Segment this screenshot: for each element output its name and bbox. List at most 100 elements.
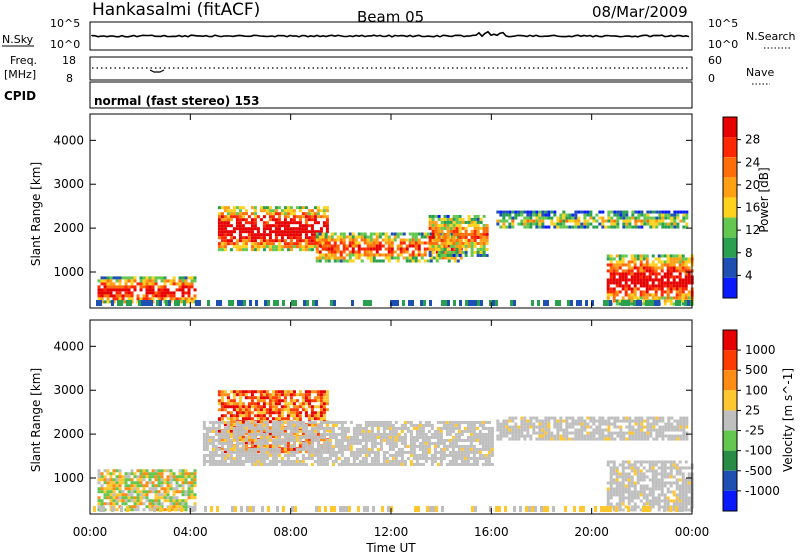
range-gate-cell — [136, 508, 140, 512]
range-gate-cell — [322, 224, 326, 228]
range-gate-cell — [112, 469, 116, 473]
range-gate-cell — [556, 216, 560, 220]
range-gate-cell — [675, 269, 679, 273]
range-gate-cell — [214, 426, 218, 430]
range-gate-cell — [106, 469, 110, 473]
range-gate-cell — [340, 429, 344, 433]
range-gate-cell — [253, 447, 257, 451]
range-gate-cell — [418, 423, 422, 427]
range-gate-cell — [505, 225, 509, 229]
range-gate-cell — [458, 235, 462, 239]
range-gate-cell — [642, 484, 646, 488]
range-gate-cell — [592, 437, 596, 441]
range-gate-cell — [310, 215, 314, 219]
range-gate-cell — [427, 429, 431, 433]
range-gate-cell — [455, 217, 459, 221]
range-gate-cell — [241, 218, 245, 222]
range-gate-cell — [642, 460, 646, 464]
range-gate-cell — [319, 402, 323, 406]
range-gate-cell — [238, 245, 242, 249]
range-gate-cell — [580, 422, 584, 426]
range-gate-cell — [457, 429, 461, 433]
range-gate-cell — [607, 416, 611, 420]
range-gate-cell — [372, 241, 376, 245]
range-gate-cell — [685, 437, 689, 441]
range-gate-cell — [440, 229, 444, 233]
range-gate-cell — [673, 419, 677, 423]
range-gate-cell — [642, 490, 646, 494]
range-gate-cell — [651, 493, 655, 497]
range-gate-cell — [451, 438, 455, 442]
range-gate-cell — [301, 402, 305, 406]
range-gate-cell — [112, 505, 116, 509]
range-gate-cell — [666, 284, 670, 288]
range-gate-cell — [388, 459, 392, 463]
range-gate-cell — [475, 462, 479, 466]
range-gate-cell — [463, 453, 467, 457]
range-gate-cell — [226, 456, 230, 460]
range-gate-cell — [484, 453, 488, 457]
range-gate-cell — [238, 423, 242, 427]
range-gate-cell — [631, 225, 635, 229]
range-gate-cell — [229, 233, 233, 237]
range-gate-cell — [355, 438, 359, 442]
range-gate-cell — [220, 206, 224, 210]
range-gate-cell — [304, 402, 308, 406]
range-gate-cell — [310, 414, 314, 418]
range-gate-cell — [259, 426, 263, 430]
range-gate-cell — [363, 506, 366, 512]
range-gate-cell — [208, 441, 212, 445]
range-gate-cell — [634, 437, 638, 441]
range-gate-cell — [511, 431, 515, 435]
range-gate-cell — [295, 236, 299, 240]
range-gate-cell — [618, 281, 622, 285]
range-gate-cell — [211, 438, 215, 442]
range-gate-cell — [97, 288, 101, 292]
range-gate-cell — [645, 493, 649, 497]
range-gate-cell — [625, 225, 629, 229]
range-gate-cell — [541, 434, 545, 438]
range-gate-cell — [639, 487, 643, 491]
range-gate-cell — [678, 496, 682, 500]
range-gate-cell — [235, 224, 239, 228]
range-gate-cell — [376, 459, 380, 463]
range-gate-cell — [241, 459, 245, 463]
range-gate-cell — [151, 291, 155, 295]
range-gate-cell — [431, 214, 435, 218]
range-gate-cell — [439, 441, 443, 445]
range-gate-cell — [612, 293, 616, 297]
range-gate-cell — [678, 254, 682, 258]
range-gate-cell — [470, 217, 474, 221]
range-gate-cell — [654, 487, 658, 491]
range-gate-cell — [408, 259, 412, 263]
range-gate-cell — [337, 420, 341, 424]
range-gate-cell — [678, 493, 682, 497]
range-gate-cell — [100, 291, 104, 295]
range-gate-cell — [205, 459, 209, 463]
range-gate-cell — [118, 469, 122, 473]
range-gate-cell — [685, 225, 689, 229]
range-gate-cell — [286, 420, 290, 424]
range-gate-cell — [586, 431, 590, 435]
range-gate-cell — [168, 300, 171, 306]
range-gate-cell — [366, 256, 370, 260]
range-gate-cell — [229, 420, 233, 424]
range-gate-cell — [370, 444, 374, 448]
range-gate-cell — [256, 456, 260, 460]
range-gate-cell — [418, 432, 422, 436]
range-gate-cell — [280, 417, 284, 421]
range-gate-cell — [487, 447, 491, 451]
range-gate-cell — [382, 435, 386, 439]
range-gate-cell — [360, 235, 364, 239]
range-gate-cell — [666, 257, 670, 261]
range-gate-cell — [624, 278, 628, 282]
range-gate-cell — [322, 390, 326, 394]
range-gate-cell — [481, 438, 485, 442]
range-gate-cell — [619, 425, 623, 429]
freq-panel: Freq. [MHz] 18 8 60 0 Nave — [4, 54, 774, 85]
range-gate-cell — [283, 417, 287, 421]
range-gate-cell — [382, 423, 386, 427]
range-gate-cell — [280, 450, 284, 454]
range-gate-cell — [151, 288, 155, 292]
range-gate-cell — [121, 276, 125, 280]
